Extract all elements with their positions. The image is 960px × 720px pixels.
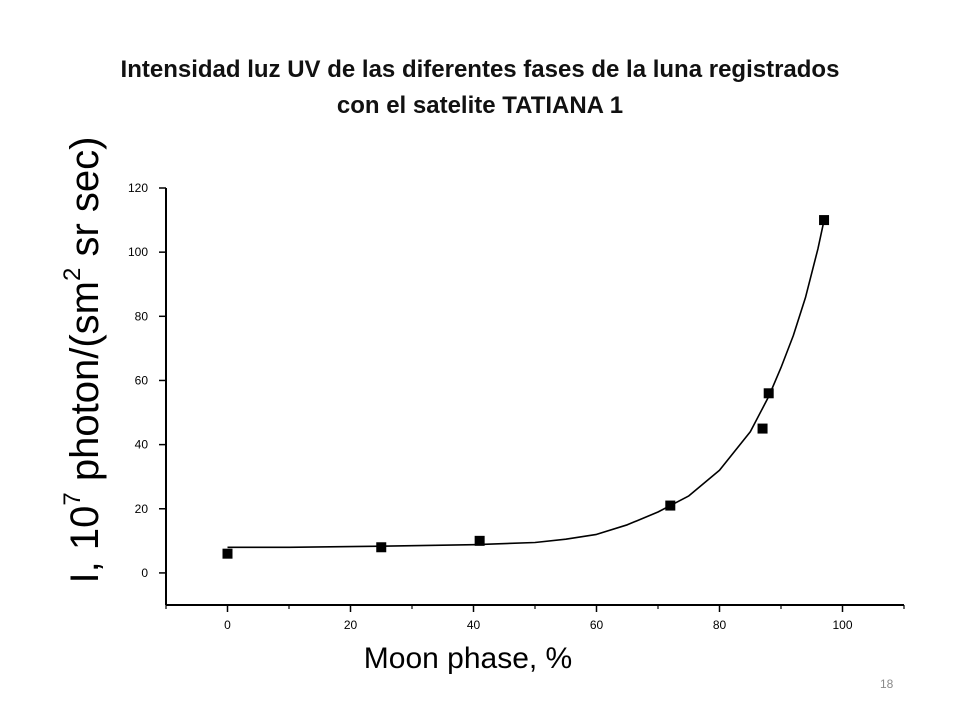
data-points — [222, 215, 830, 559]
y-tick-label: 100 — [128, 245, 148, 259]
x-axis-label: Moon phase, % — [364, 642, 572, 675]
data-point — [819, 215, 830, 226]
data-point — [757, 423, 768, 434]
y-axis-label-unit-exponent: 2 — [59, 268, 86, 281]
x-tick-label: 60 — [590, 618, 604, 632]
data-point — [376, 542, 387, 553]
y-tick-label: 20 — [135, 502, 149, 516]
x-tick-label: 100 — [832, 618, 852, 632]
fit-curve-line — [227, 219, 825, 549]
slide-number: 18 — [880, 677, 894, 691]
chart-ticks: 0 20 40 60 80 100 120 0 20 40 60 80 100 — [128, 181, 905, 632]
data-point — [222, 548, 233, 559]
y-axis-label-main: I, 10 — [63, 506, 107, 584]
slide-title-line-1: Intensidad luz UV de las diferentes fase… — [120, 56, 840, 83]
data-point — [763, 388, 774, 399]
slide-title-line-2: con el satelite TATIANA 1 — [336, 92, 624, 119]
x-tick-label: 0 — [224, 618, 231, 632]
fit-curve-group — [227, 219, 825, 549]
y-tick-label: 60 — [135, 373, 149, 387]
y-tick-label: 40 — [135, 438, 149, 452]
x-tick-label: 40 — [467, 618, 481, 632]
y-tick-label: 120 — [128, 181, 148, 195]
y-axis-label-unit: photon/(sm — [63, 281, 107, 492]
data-point — [665, 500, 676, 511]
y-axis-label-exponent: 7 — [59, 492, 86, 505]
slide-title: Intensidad luz UV de las diferentes fase… — [0, 52, 960, 124]
x-tick-label: 20 — [344, 618, 358, 632]
y-axis-label-tail: sr sec) — [63, 137, 107, 268]
y-tick-label: 80 — [135, 309, 149, 323]
data-point — [474, 535, 485, 546]
x-tick-label: 80 — [713, 618, 727, 632]
y-axis-label: I, 107 photon/(sm2 sr sec) — [59, 137, 107, 584]
y-tick-label: 0 — [141, 566, 148, 580]
